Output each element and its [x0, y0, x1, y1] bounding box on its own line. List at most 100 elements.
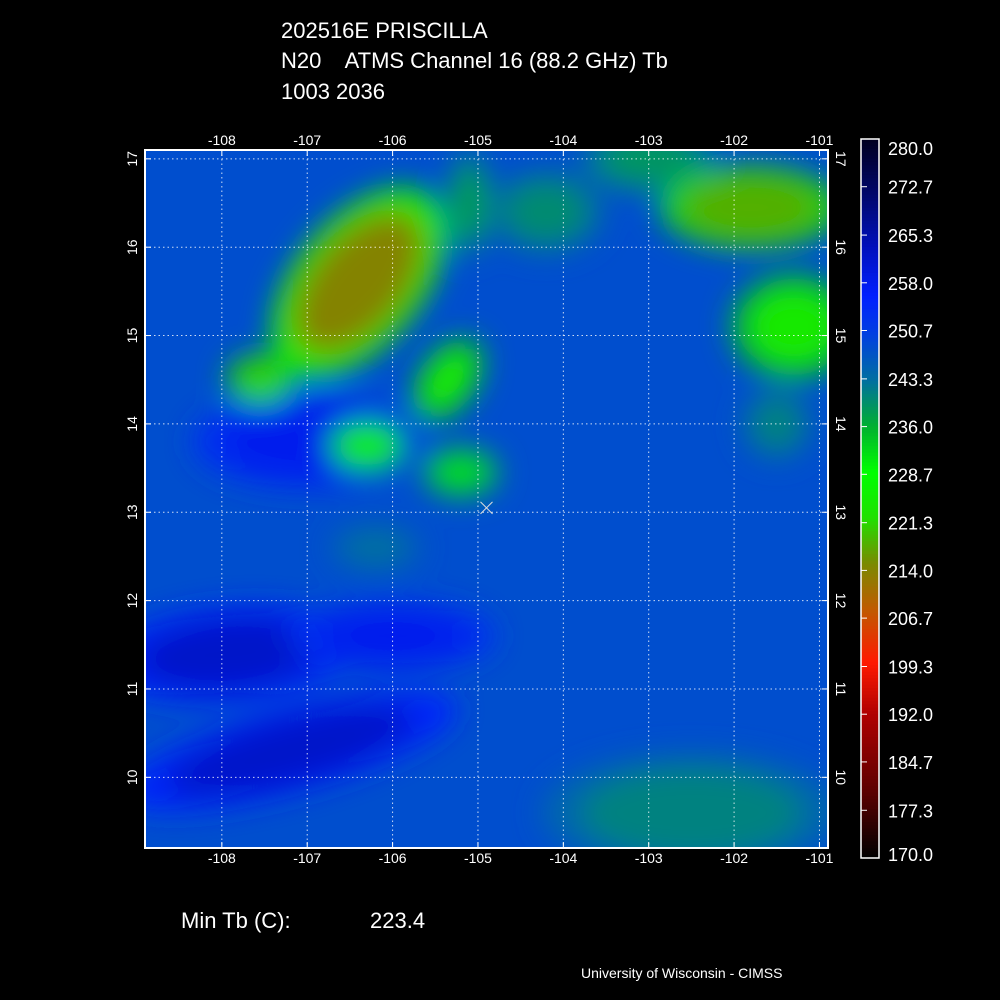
x-tick-label-bottom: -103	[635, 850, 663, 866]
colorbar-segment	[861, 625, 879, 630]
colorbar-segment	[861, 282, 879, 287]
colorbar-segment	[861, 446, 879, 451]
tb-feature-core	[421, 348, 475, 412]
y-tick-label-right: 17	[833, 151, 849, 167]
colorbar-segment	[861, 573, 879, 578]
colorbar-segment	[861, 302, 879, 307]
axis-ticks: -108 -108 -107 -107 -106 -106 -105 -105 -104 -104…	[124, 132, 849, 866]
tb-feature-core	[234, 360, 286, 400]
colorbar-segment	[861, 139, 879, 143]
colorbar-segment	[861, 158, 879, 163]
colorbar-segment	[861, 400, 879, 405]
x-tick-label-top: -106	[379, 132, 407, 148]
x-tick-label-top: -105	[464, 132, 492, 148]
colorbar-segment	[861, 433, 879, 438]
colorbar-segment	[861, 393, 879, 398]
tb-feature	[329, 523, 422, 572]
colorbar-segment	[861, 746, 879, 751]
tb-feature-core	[751, 397, 803, 451]
storm-center-stroke	[480, 501, 493, 515]
colorbar-segment	[861, 505, 879, 509]
colorbar-segment	[861, 782, 879, 787]
colorbar-segment	[861, 498, 879, 503]
x-tick-label-bottom: -106	[379, 850, 407, 866]
colorbar-segment	[861, 753, 879, 758]
tb-feature-core	[452, 163, 487, 243]
colorbar-segment	[861, 456, 879, 460]
colorbar-segment	[861, 171, 879, 176]
tb-feature-core	[746, 286, 828, 367]
colorbar-segment	[861, 596, 879, 601]
colorbar-segment	[861, 142, 879, 147]
y-tick-label-left: 15	[124, 328, 140, 344]
chart-datetime: 1003 2036	[281, 79, 385, 104]
colorbar-segment	[861, 678, 879, 683]
colorbar-segment	[861, 377, 879, 382]
colorbar-segment	[861, 825, 879, 830]
x-tick-label-top: -107	[293, 132, 321, 148]
x-tick-label-top: -103	[635, 132, 663, 148]
colorbar-segment	[861, 184, 879, 189]
colorbar-segment	[861, 694, 879, 699]
colorbar-segment	[861, 338, 879, 343]
colorbar-segment	[861, 769, 879, 774]
colorbar-segment	[861, 704, 879, 709]
colorbar-segment	[861, 243, 879, 248]
colorbar-segment	[861, 639, 879, 643]
colorbar-segment	[861, 240, 879, 245]
colorbar-segment	[861, 397, 879, 402]
colorbar-segment	[861, 266, 879, 271]
colorbar-segment	[861, 724, 879, 728]
colorbar-segment	[861, 514, 879, 519]
credit-text: University of Wisconsin - CIMSS	[581, 965, 783, 981]
colorbar-segment	[861, 779, 879, 784]
colorbar-segment	[861, 371, 879, 375]
colorbar-segment	[861, 727, 879, 732]
tb-feature-core	[293, 211, 424, 354]
colorbar-segment	[861, 743, 879, 748]
colorbar-segment	[861, 289, 879, 294]
y-tick-label-right: 10	[833, 770, 849, 786]
colorbar-segment	[861, 795, 879, 800]
colorbar-segment	[861, 648, 879, 653]
colorbar-segment	[861, 276, 879, 281]
colorbar-segment	[861, 645, 879, 650]
colorbar-segment	[861, 665, 879, 670]
colorbar-segment	[861, 707, 879, 712]
colorbar-segment	[861, 547, 879, 552]
tb-feature	[488, 170, 604, 254]
colorbar-segment	[861, 367, 879, 372]
colorbar-segment	[861, 155, 879, 160]
colorbar-segment	[861, 763, 879, 768]
colorbar-segment	[861, 691, 879, 696]
colorbar-segment	[861, 204, 879, 209]
x-tick-label-bottom: -108	[208, 850, 236, 866]
field-features	[145, 150, 828, 848]
y-tick-label-left: 16	[124, 239, 140, 255]
colorbar-segment	[861, 835, 879, 839]
y-tick-label-right: 16	[833, 239, 849, 255]
colorbar-segment	[861, 773, 879, 777]
colorbar-segment	[861, 537, 879, 542]
colorbar-segment	[861, 750, 879, 755]
colorbar-segment	[861, 851, 879, 856]
colorbar-segment	[861, 802, 879, 807]
colorbar-segment	[861, 701, 879, 705]
colorbar-segment	[861, 384, 879, 388]
colorbar-segment	[861, 335, 879, 339]
colorbar-segment	[861, 390, 879, 395]
y-tick-label-right: 13	[833, 504, 849, 520]
colorbar-segment	[861, 668, 879, 673]
colorbar-segment	[861, 609, 879, 614]
colorbar-segment	[861, 354, 879, 359]
colorbar-segment	[861, 576, 879, 581]
colorbar-segment	[861, 841, 879, 846]
colorbar-segment	[861, 181, 879, 186]
colorbar-tick-label: 258.0	[888, 274, 933, 294]
tb-feature	[730, 273, 828, 381]
colorbar-segment	[861, 207, 879, 212]
colorbar-segment	[861, 563, 879, 568]
colorbar-segment	[861, 661, 879, 666]
colorbar-segment	[861, 854, 879, 859]
